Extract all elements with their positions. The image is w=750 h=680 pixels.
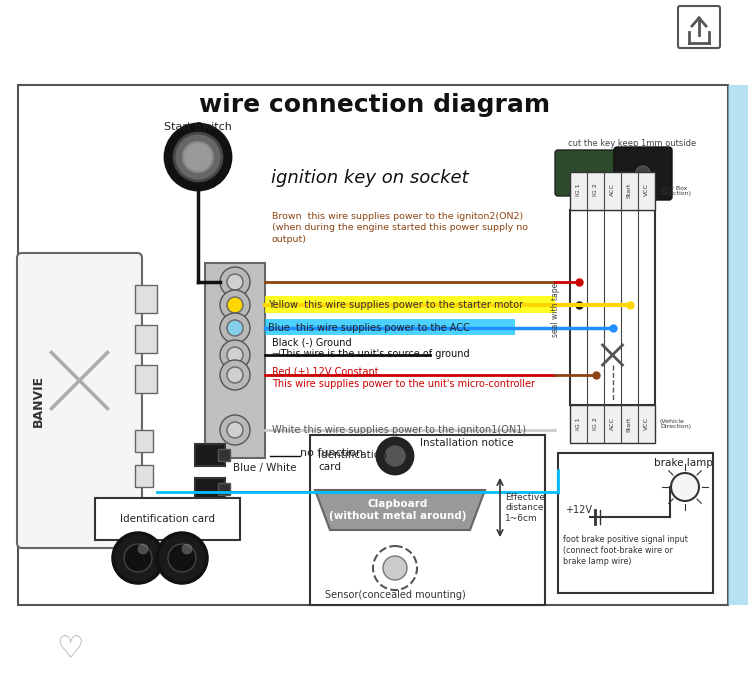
- Text: +12V: +12V: [565, 505, 592, 515]
- Text: IG 1: IG 1: [576, 418, 581, 430]
- Bar: [18, 85, 728, 605]
- FancyBboxPatch shape: [17, 253, 142, 548]
- Circle shape: [220, 340, 250, 370]
- Text: Identification
card: Identification card: [318, 450, 387, 472]
- Text: Blue  this wire supplies power to the ACC: Blue this wire supplies power to the ACC: [268, 323, 470, 333]
- Bar: [570, 172, 655, 210]
- Circle shape: [220, 313, 250, 343]
- Text: Black (-) Ground
⊣This wire is the unit's source of ground: Black (-) Ground ⊣This wire is the unit'…: [272, 337, 470, 359]
- Bar: [135, 325, 157, 353]
- Text: (Key Box
Direction): (Key Box Direction): [660, 186, 691, 197]
- Circle shape: [220, 415, 250, 445]
- Bar: [265, 296, 555, 313]
- Text: Blue / White: Blue / White: [233, 463, 296, 473]
- Circle shape: [636, 166, 650, 180]
- Text: BANVIE: BANVIE: [32, 375, 44, 426]
- Bar: [135, 285, 157, 313]
- Text: cut the key keep 1mm outside: cut the key keep 1mm outside: [568, 139, 696, 148]
- Text: (Vehicle
Direction): (Vehicle Direction): [660, 419, 691, 429]
- Text: Start: Start: [627, 416, 632, 432]
- Text: Yellow  this wire supplies power to the starter motor: Yellow this wire supplies power to the s…: [268, 300, 524, 310]
- Circle shape: [227, 297, 243, 313]
- Circle shape: [220, 360, 250, 390]
- Text: ♡: ♡: [56, 636, 84, 664]
- Circle shape: [227, 320, 243, 336]
- Circle shape: [174, 133, 222, 181]
- Text: Start Switch: Start Switch: [164, 122, 232, 132]
- Bar: [570, 210, 655, 405]
- Text: Red (+) 12V Constant
This wire supplies power to the unit's micro-controller: Red (+) 12V Constant This wire supplies …: [272, 367, 535, 389]
- Text: ignition key on socket: ignition key on socket: [272, 169, 469, 187]
- Bar: [265, 319, 515, 335]
- Circle shape: [671, 473, 699, 501]
- Text: Brown  this wire supplies power to the igniton2(ON2)
(when during the engine sta: Brown this wire supplies power to the ig…: [272, 212, 528, 243]
- Circle shape: [377, 438, 413, 474]
- Circle shape: [157, 533, 207, 583]
- Circle shape: [383, 556, 407, 580]
- Circle shape: [168, 544, 196, 572]
- Circle shape: [220, 290, 250, 320]
- Bar: [195, 444, 225, 466]
- Bar: [310, 435, 545, 605]
- Bar: [218, 483, 230, 495]
- Circle shape: [220, 267, 250, 297]
- Bar: [728, 85, 748, 605]
- Text: VCC: VCC: [644, 184, 649, 197]
- Text: ACC: ACC: [610, 184, 615, 197]
- Circle shape: [124, 544, 152, 572]
- Bar: [95, 498, 240, 540]
- Text: Start: Start: [627, 182, 632, 198]
- Bar: [218, 449, 230, 461]
- Bar: [205, 263, 265, 458]
- Circle shape: [113, 533, 163, 583]
- FancyBboxPatch shape: [555, 150, 636, 196]
- Text: brake lamp: brake lamp: [654, 458, 713, 468]
- Text: no function: no function: [300, 448, 363, 458]
- Text: VCC: VCC: [644, 418, 649, 430]
- Text: Clapboard
(without metal around): Clapboard (without metal around): [329, 499, 466, 521]
- Text: Installation notice: Installation notice: [420, 438, 514, 448]
- Text: ACC: ACC: [610, 418, 615, 430]
- Bar: [135, 465, 153, 487]
- Bar: [570, 405, 655, 443]
- Polygon shape: [315, 490, 485, 530]
- Text: IG 1: IG 1: [576, 184, 581, 197]
- Circle shape: [227, 367, 243, 383]
- Text: Identification card: Identification card: [119, 514, 214, 524]
- Text: foot brake positive signal input
(connect foot-brake wire or
brake lamp wire): foot brake positive signal input (connec…: [563, 535, 688, 566]
- Circle shape: [183, 142, 213, 172]
- Text: White this wire supplies power to the igniton1(ON1): White this wire supplies power to the ig…: [272, 425, 526, 435]
- Bar: [558, 453, 713, 593]
- Text: Effective
distance
1~6cm: Effective distance 1~6cm: [505, 493, 545, 523]
- Bar: [135, 430, 153, 452]
- Circle shape: [138, 544, 148, 554]
- Text: wire connection diagram: wire connection diagram: [200, 93, 550, 117]
- Bar: [195, 478, 225, 500]
- Circle shape: [182, 544, 192, 554]
- Circle shape: [165, 124, 231, 190]
- Circle shape: [227, 422, 243, 438]
- Text: Sensor(concealed mounting): Sensor(concealed mounting): [325, 590, 465, 600]
- Text: seal with tape: seal with tape: [551, 283, 560, 337]
- Circle shape: [385, 446, 405, 466]
- Circle shape: [227, 274, 243, 290]
- Bar: [135, 365, 157, 393]
- Text: IG 2: IG 2: [593, 418, 598, 430]
- Text: IG 2: IG 2: [593, 184, 598, 197]
- FancyBboxPatch shape: [614, 147, 672, 200]
- Circle shape: [227, 347, 243, 363]
